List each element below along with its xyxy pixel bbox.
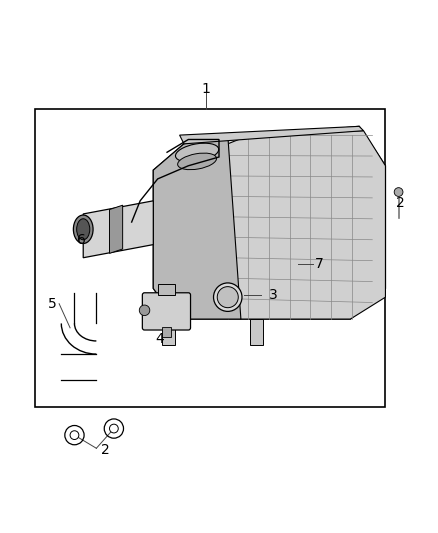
Ellipse shape — [178, 153, 216, 169]
Bar — [162, 327, 171, 336]
Ellipse shape — [214, 283, 242, 311]
Polygon shape — [153, 135, 241, 319]
FancyBboxPatch shape — [142, 293, 191, 330]
Ellipse shape — [176, 143, 219, 162]
Bar — [158, 284, 175, 295]
Text: 2: 2 — [101, 442, 110, 457]
Text: 6: 6 — [77, 233, 85, 247]
Ellipse shape — [73, 215, 93, 244]
Text: 5: 5 — [48, 297, 57, 311]
Polygon shape — [110, 205, 123, 253]
Text: 1: 1 — [201, 82, 210, 96]
Polygon shape — [250, 319, 263, 345]
Polygon shape — [162, 319, 175, 345]
Polygon shape — [83, 201, 153, 258]
Ellipse shape — [77, 219, 90, 240]
Polygon shape — [180, 126, 364, 144]
Circle shape — [70, 431, 79, 440]
Text: 3: 3 — [269, 288, 278, 302]
Circle shape — [394, 188, 403, 197]
Ellipse shape — [217, 287, 238, 308]
Bar — [35, 109, 385, 407]
Text: 2: 2 — [396, 196, 405, 210]
Circle shape — [139, 305, 150, 316]
Circle shape — [110, 424, 118, 433]
Text: 7: 7 — [315, 257, 324, 271]
Polygon shape — [153, 126, 385, 319]
Text: 4: 4 — [155, 332, 164, 346]
Polygon shape — [219, 131, 385, 319]
